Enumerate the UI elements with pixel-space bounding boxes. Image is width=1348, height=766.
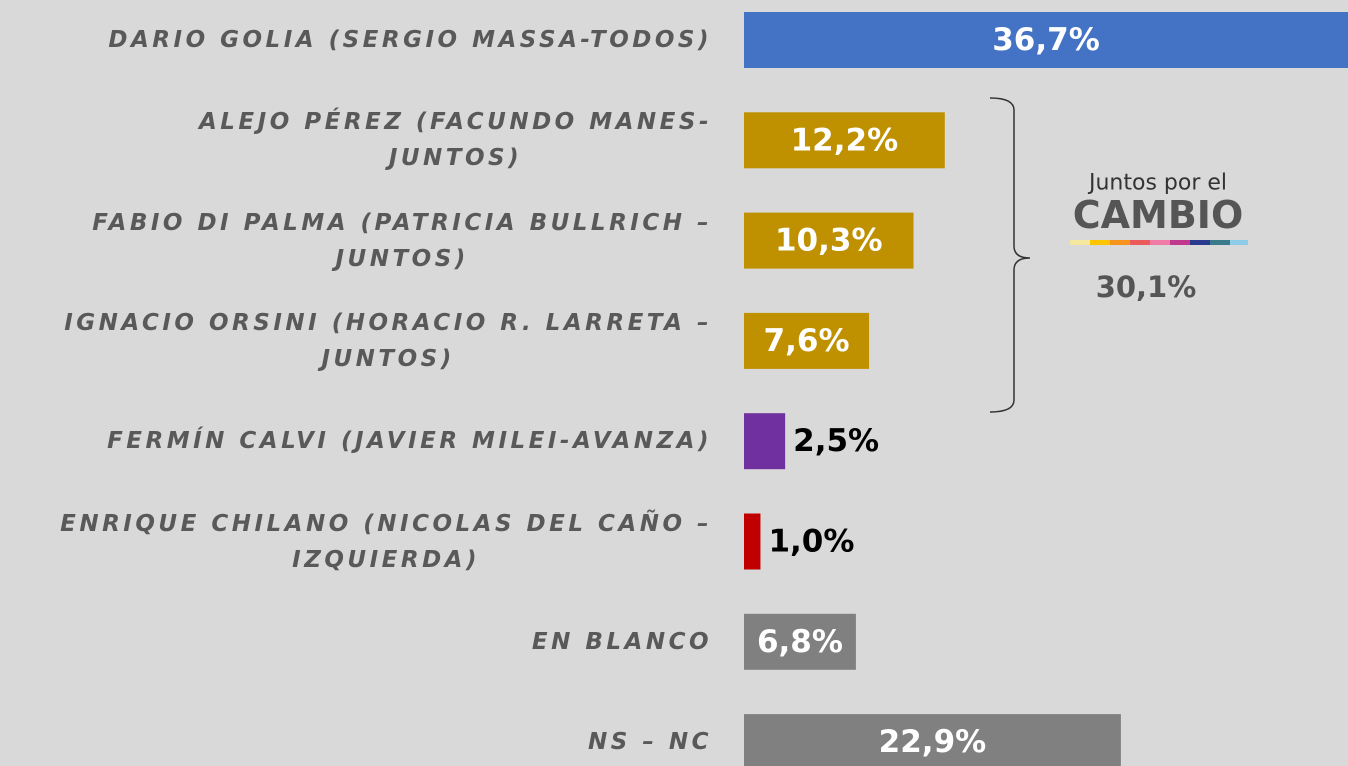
bar bbox=[744, 112, 945, 169]
value-label: 36,7% bbox=[992, 22, 1100, 58]
value-label: 7,6% bbox=[764, 323, 850, 359]
bar bbox=[744, 513, 761, 570]
bar bbox=[744, 613, 856, 670]
bracket bbox=[989, 97, 1031, 413]
bar bbox=[744, 312, 870, 369]
value-label: 2,5% bbox=[793, 423, 879, 459]
value-label: 6,8% bbox=[757, 624, 843, 660]
value-label: 1,0% bbox=[768, 524, 854, 560]
logo-stripe bbox=[1070, 240, 1248, 245]
bar bbox=[744, 212, 914, 269]
category-label: IGNACIO ORSINI (HORACIO R. LARRETA – JUN… bbox=[64, 309, 712, 372]
value-label: 10,3% bbox=[775, 223, 883, 259]
category-label: EN BLANCO bbox=[531, 628, 712, 655]
bar bbox=[744, 12, 1348, 68]
value-label: 22,9% bbox=[879, 724, 987, 760]
group-total: 30,1% bbox=[1096, 270, 1197, 304]
logo-text: CAMBIO bbox=[1073, 193, 1244, 237]
value-label: 12,2% bbox=[791, 122, 899, 158]
category-label: NS – NC bbox=[588, 729, 712, 756]
bar bbox=[744, 413, 786, 470]
logo-text: Juntos por el bbox=[1087, 171, 1227, 196]
bar bbox=[744, 714, 1121, 766]
category-label: ALEJO PÉREZ (FACUNDO MANES- JUNTOS) bbox=[198, 109, 712, 172]
category-label: ENRIQUE CHILANO (NICOLAS DEL CAÑO – IZQU… bbox=[60, 510, 712, 573]
category-label: FABIO DI PALMA (PATRICIA BULLRICH – JUNT… bbox=[92, 209, 712, 272]
category-label: FERMÍN CALVI (JAVIER MILEI-AVANZA) bbox=[107, 428, 712, 455]
category-label: DARIO GOLIA (SERGIO MASSA-TODOS) bbox=[108, 27, 712, 53]
